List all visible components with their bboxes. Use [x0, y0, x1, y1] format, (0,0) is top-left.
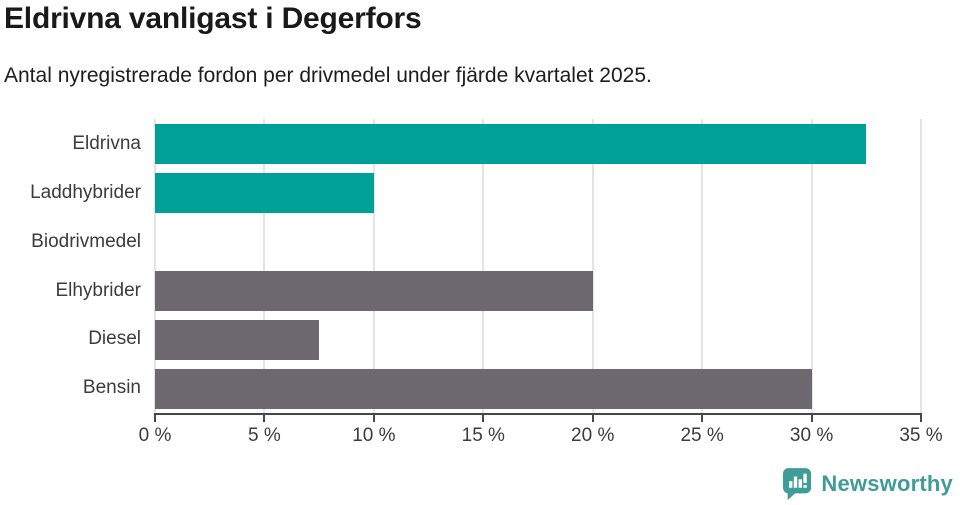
x-tick-label: 5 % [248, 425, 281, 446]
gridline [482, 119, 485, 413]
x-axis-line [154, 413, 922, 415]
x-axis-tick [372, 415, 375, 422]
y-tick-label: Elhybrider [55, 279, 141, 301]
gridline [920, 119, 922, 413]
x-axis-tick [154, 415, 156, 422]
gridline [701, 119, 704, 413]
x-axis-tick [263, 415, 266, 422]
x-axis-tick [701, 415, 704, 422]
bar-eldrivna [155, 124, 867, 165]
y-tick-label: Biodrivmedel [31, 230, 141, 252]
x-tick-label: 30 % [789, 425, 834, 446]
newsworthy-logo[interactable]: Newsworthy [782, 467, 953, 501]
plot-area [154, 119, 922, 413]
bar-diesel [155, 319, 320, 360]
y-tick-label: Diesel [88, 328, 141, 350]
newsworthy-wordmark: Newsworthy [821, 471, 953, 496]
gridline [372, 119, 375, 413]
x-tick-label: 10 % [352, 425, 396, 446]
chart-subtitle: Antal nyregistrerade fordon per drivmede… [4, 64, 652, 87]
y-tick-label: Eldrivna [72, 133, 141, 154]
x-tick-label: 25 % [680, 425, 724, 446]
x-tick-label: 0 % [138, 425, 172, 446]
gridline [263, 119, 266, 413]
chart-title: Eldrivna vanligast i Degerfors [4, 2, 422, 35]
bar-laddhybrider [155, 173, 374, 214]
gridline [591, 119, 594, 413]
bar-elhybrider [155, 270, 593, 311]
bar-bensin [155, 368, 812, 409]
x-axis-tick [810, 415, 813, 422]
x-tick-label: 35 % [899, 425, 943, 446]
x-tick-label: 15 % [461, 425, 505, 446]
y-axis-labels: Eldrivna Laddhybrider Biodrivmedel Elhybrid… [0, 120, 141, 413]
gridline [810, 119, 813, 413]
newsworthy-icon [782, 467, 812, 501]
gridline [154, 119, 156, 413]
y-tick-label: Laddhybrider [30, 181, 141, 203]
x-axis-tick [920, 415, 922, 422]
x-axis-tick [482, 415, 485, 422]
x-axis: 0 % 5 % 10 % 15 % 20 % 25 % 30 % 35 % [139, 415, 943, 460]
x-axis-tick [591, 415, 594, 422]
x-tick-label: 20 % [571, 425, 615, 446]
y-tick-label: Bensin [82, 377, 141, 399]
